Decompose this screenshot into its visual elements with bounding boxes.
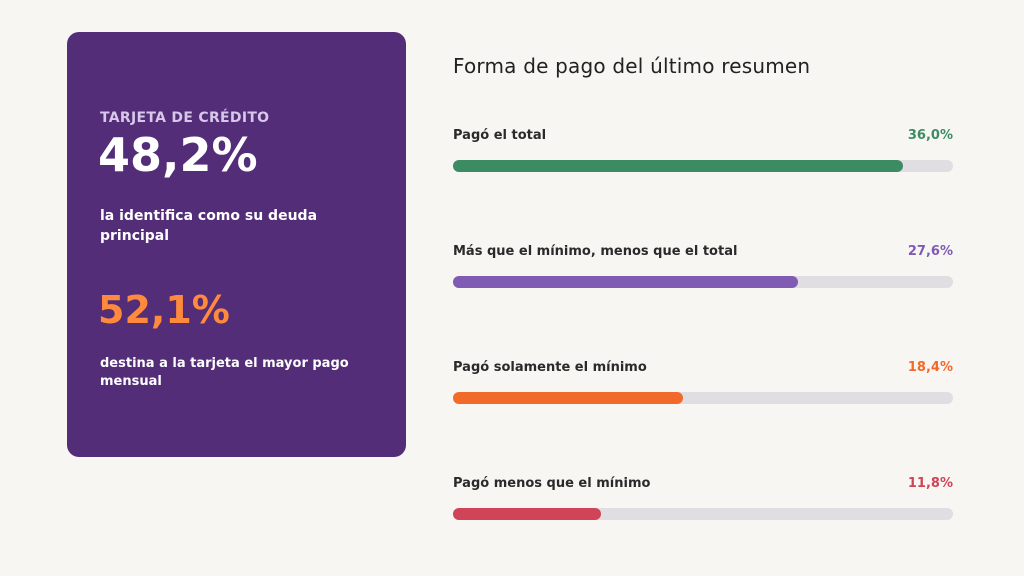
bar-value-label: 18,4% [907,360,953,375]
summary-card: TARJETA DE CRÉDITO 48,2% la identifica c… [67,32,406,457]
bar-track [453,276,953,288]
stat-primary-debt-desc: la identifica como su deuda principal [100,208,318,244]
bar-label: Más que el mínimo, menos que el total [453,244,738,259]
stat-primary-debt: 48,2% [98,128,258,182]
bar-track [453,392,953,404]
stat-largest-payment-desc: destina a la tarjeta el mayor pago mensu… [100,356,349,389]
bar-label: Pagó menos que el mínimo [453,476,651,491]
stat-largest-payment: 52,1% [98,288,230,332]
bar-value-label: 36,0% [907,128,953,143]
bar-label: Pagó el total [453,128,547,143]
bar-value-label: 11,8% [907,476,953,491]
bar-track [453,160,953,172]
chart-title: Forma de pago del último resumen [453,54,811,78]
bar [453,276,798,288]
bar-label: Pagó solamente el mínimo [453,360,647,375]
card-label: TARJETA DE CRÉDITO [100,110,270,126]
bar [453,508,601,520]
bar [453,160,903,172]
bar-track [453,508,953,520]
bar-value-label: 27,6% [907,244,953,259]
bar [453,392,683,404]
